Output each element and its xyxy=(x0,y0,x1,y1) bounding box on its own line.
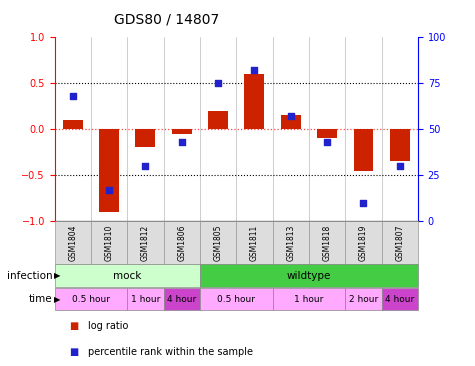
Bar xyxy=(281,115,301,129)
Point xyxy=(287,113,294,119)
Bar xyxy=(127,221,163,264)
Text: GSM1813: GSM1813 xyxy=(286,224,295,261)
Bar xyxy=(63,120,83,129)
Bar xyxy=(55,288,127,310)
Text: 4 hour: 4 hour xyxy=(385,295,415,303)
Text: infection: infection xyxy=(7,270,52,281)
Point xyxy=(178,139,186,145)
Bar xyxy=(163,221,200,264)
Text: wildtype: wildtype xyxy=(287,270,331,281)
Bar xyxy=(382,221,418,264)
Bar xyxy=(91,221,127,264)
Text: GSM1806: GSM1806 xyxy=(177,224,186,261)
Bar xyxy=(345,288,381,310)
Bar xyxy=(273,221,309,264)
Point xyxy=(251,67,258,73)
Text: 2 hour: 2 hour xyxy=(349,295,378,303)
Point xyxy=(396,163,404,169)
Text: GSM1807: GSM1807 xyxy=(395,224,404,261)
Text: 0.5 hour: 0.5 hour xyxy=(217,295,256,303)
Bar xyxy=(237,221,273,264)
Bar xyxy=(382,288,418,310)
Text: time: time xyxy=(28,294,52,304)
Bar xyxy=(55,264,200,287)
Text: 4 hour: 4 hour xyxy=(167,295,197,303)
Bar xyxy=(317,129,337,138)
Bar xyxy=(245,74,265,129)
Bar xyxy=(99,129,119,212)
Bar xyxy=(353,129,373,171)
Text: GSM1810: GSM1810 xyxy=(104,224,114,261)
Bar xyxy=(172,129,192,134)
Bar xyxy=(345,221,381,264)
Text: mock: mock xyxy=(113,270,142,281)
Point xyxy=(142,163,149,169)
Point xyxy=(323,139,331,145)
Bar xyxy=(127,288,163,310)
Text: ■: ■ xyxy=(69,347,78,357)
Point xyxy=(69,93,76,99)
Text: GSM1811: GSM1811 xyxy=(250,224,259,261)
Text: GSM1818: GSM1818 xyxy=(323,224,332,261)
Bar xyxy=(309,221,345,264)
Point xyxy=(214,80,222,86)
Text: ▶: ▶ xyxy=(54,295,60,303)
Text: log ratio: log ratio xyxy=(88,321,128,331)
Text: percentile rank within the sample: percentile rank within the sample xyxy=(88,347,253,357)
Bar xyxy=(390,129,410,161)
Bar xyxy=(200,221,237,264)
Text: GSM1812: GSM1812 xyxy=(141,224,150,261)
Text: GSM1805: GSM1805 xyxy=(214,224,223,261)
Bar xyxy=(200,288,273,310)
Text: GDS80 / 14807: GDS80 / 14807 xyxy=(114,13,219,27)
Bar xyxy=(55,221,91,264)
Bar xyxy=(135,129,155,147)
Bar xyxy=(200,264,418,287)
Bar xyxy=(273,288,345,310)
Point xyxy=(105,187,113,193)
Point xyxy=(360,200,367,206)
Text: 1 hour: 1 hour xyxy=(294,295,323,303)
Text: GSM1804: GSM1804 xyxy=(68,224,77,261)
Bar xyxy=(163,288,200,310)
Text: ▶: ▶ xyxy=(54,271,60,280)
Text: 0.5 hour: 0.5 hour xyxy=(72,295,110,303)
Text: 1 hour: 1 hour xyxy=(131,295,160,303)
Text: GSM1819: GSM1819 xyxy=(359,224,368,261)
Bar xyxy=(208,111,228,129)
Text: ■: ■ xyxy=(69,321,78,331)
